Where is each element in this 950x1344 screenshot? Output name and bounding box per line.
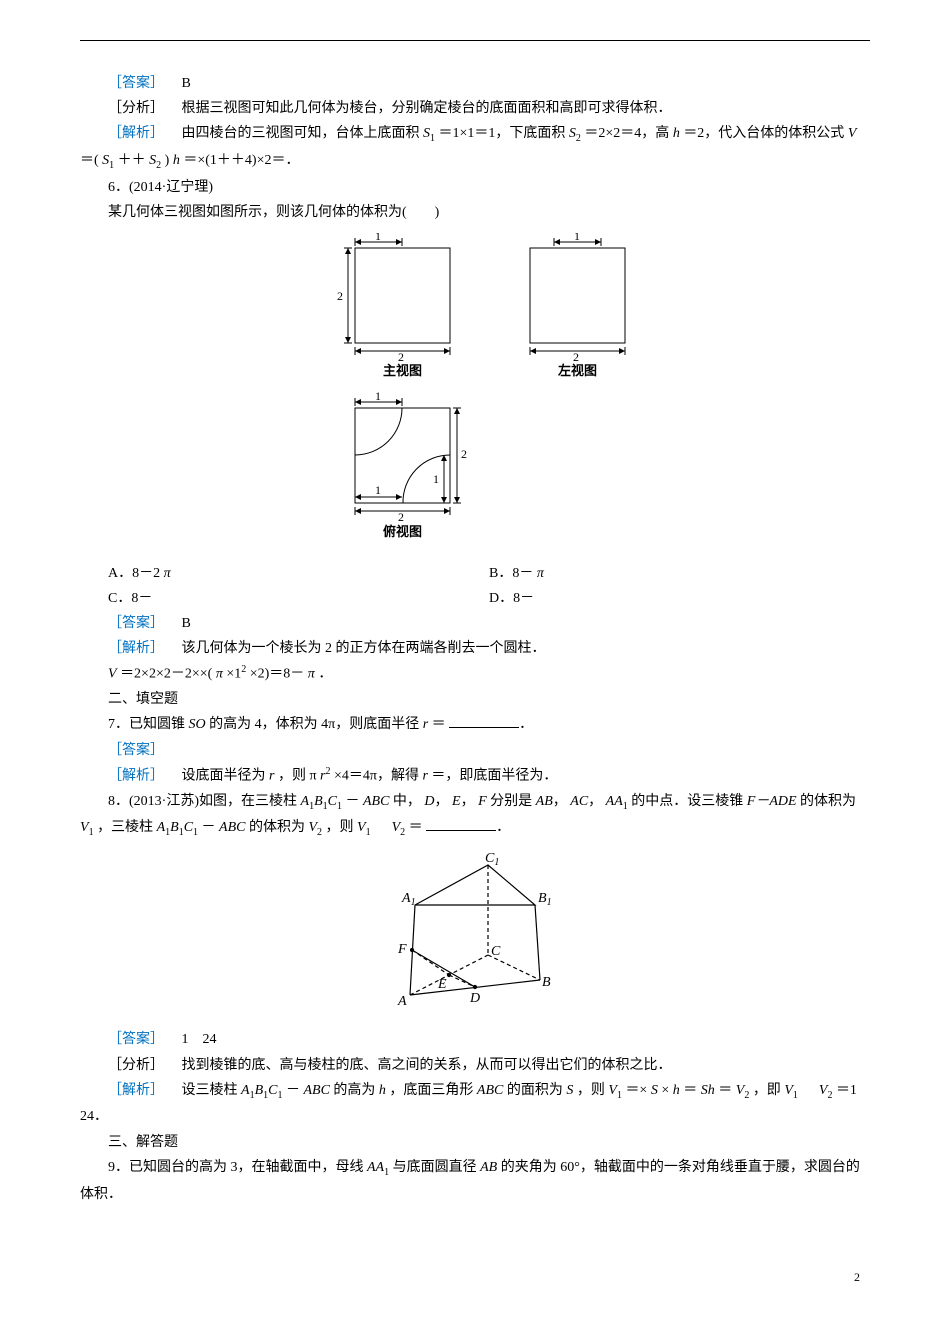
svg-text:2: 2 <box>398 510 404 524</box>
q8-analysis: ［分析］ 找到棱锥的底、高与棱柱的底、高之间的关系，从而可以得出它们的体积之比． <box>80 1053 870 1078</box>
q7-solution: ［解析］ 设底面半径为 r ，则 π r2 ×4＝4π，解得 r ＝，即底面半径… <box>80 763 870 789</box>
analyze-label: ［分析］ <box>108 1058 164 1073</box>
svg-text:2: 2 <box>337 289 343 303</box>
svg-text:A1: A1 <box>401 891 416 908</box>
q7-answer: ［答案］ <box>80 738 870 763</box>
svg-text:左视图: 左视图 <box>558 363 597 378</box>
option-a: A．8－2 π <box>108 561 489 586</box>
q6-stem: 某几何体三视图如图所示，则该几何体的体积为( ) <box>80 200 870 225</box>
q8-stem: 8．(2013·江苏)如图，在三棱柱 A1B1C1 － ABC 中， D， E，… <box>80 789 870 843</box>
q7-stem: 7．已知圆锥 SO 的高为 4，体积为 4π，则底面半径 r ＝ ． <box>80 712 870 737</box>
page-number: 2 <box>80 1267 870 1289</box>
svg-text:2: 2 <box>573 350 579 364</box>
section-2-title: 二、填空题 <box>80 687 870 712</box>
q5-solution: ［解析］ 由四棱台的三视图可知，台体上底面积 S1 ＝1×1＝1，下底面积 S2… <box>80 121 870 175</box>
answer-label: ［答案］ <box>108 616 164 631</box>
option-b: B．8－ π <box>489 561 870 586</box>
svg-text:1: 1 <box>433 472 439 486</box>
q6-solution-2: V ＝2×2×2－2××( π ×12 ×2)＝8－ π ． <box>80 661 870 687</box>
svg-text:C1: C1 <box>485 851 499 868</box>
q9-stem: 9．已知圆台的高为 3，在轴截面中，母线 AA1 与底面圆直径 AB 的夹角为 … <box>80 1155 870 1207</box>
svg-text:1: 1 <box>574 233 580 243</box>
svg-text:B1: B1 <box>538 891 552 908</box>
svg-text:C: C <box>491 944 501 959</box>
svg-text:B: B <box>542 975 551 990</box>
answer-value: B <box>182 76 191 91</box>
section-3-title: 三、解答题 <box>80 1130 870 1155</box>
svg-text:俯视图: 俯视图 <box>383 524 422 539</box>
answer-value: B <box>182 616 191 631</box>
svg-text:2: 2 <box>461 447 467 461</box>
solution-label: ［解析］ <box>108 126 164 141</box>
q8-figure: A1 B1 C1 A B C D E F <box>80 850 870 1019</box>
top-rule <box>80 40 870 41</box>
svg-text:1: 1 <box>375 389 381 403</box>
answer-label: ［答案］ <box>108 743 164 758</box>
svg-text:1: 1 <box>375 483 381 497</box>
q5-answer: ［答案］ B <box>80 71 870 96</box>
q6-solution-1: ［解析］ 该几何体为一个棱长为 2 的正方体在两端各削去一个圆柱． <box>80 636 870 661</box>
answer-label: ［答案］ <box>108 1032 164 1047</box>
solution-label: ［解析］ <box>108 1083 164 1098</box>
svg-text:主视图: 主视图 <box>383 363 422 378</box>
svg-text:F: F <box>397 942 407 957</box>
svg-text:1: 1 <box>375 233 381 243</box>
q6-number: 6．(2014·辽宁理) <box>80 175 870 200</box>
answer-label: ［答案］ <box>108 76 164 91</box>
svg-text:2: 2 <box>398 350 404 364</box>
q6-figure-views: 1 2 2 主视图 1 2 左视图 <box>80 233 870 552</box>
analyze-text: 根据三视图可知此几何体为棱台，分别确定棱台的底面面积和高即可求得体积． <box>182 101 672 116</box>
solution-label: ［解析］ <box>108 641 164 656</box>
svg-text:D: D <box>469 991 480 1006</box>
q8-answer: ［答案］ 1 24 <box>80 1027 870 1052</box>
prism-svg: A1 B1 C1 A B C D E F <box>380 850 570 1010</box>
option-d: D．8－ <box>489 586 870 611</box>
sol-text: 由四棱台的三视图可知，台体上底面积 <box>182 126 424 141</box>
blank-input <box>449 713 519 728</box>
q8-solution: ［解析］ 设三棱柱 A1B1C1 － ABC 的高为 h ，底面三角形 ABC … <box>80 1078 870 1130</box>
blank-input <box>426 816 496 831</box>
svg-text:E: E <box>437 977 447 992</box>
svg-text:A: A <box>397 994 407 1009</box>
answer-value: 1 24 <box>182 1032 217 1047</box>
three-view-svg: 1 2 2 主视图 1 2 左视图 <box>295 233 655 543</box>
q6-answer: ［答案］ B <box>80 611 870 636</box>
option-c: C．8－ <box>108 586 489 611</box>
q6-options: A．8－2 π B．8－ π C．8－ D．8－ <box>80 561 870 611</box>
analyze-label: ［分析］ <box>108 101 164 116</box>
q5-analysis: ［分析］ 根据三视图可知此几何体为棱台，分别确定棱台的底面面积和高即可求得体积． <box>80 96 870 121</box>
solution-label: ［解析］ <box>108 768 164 783</box>
